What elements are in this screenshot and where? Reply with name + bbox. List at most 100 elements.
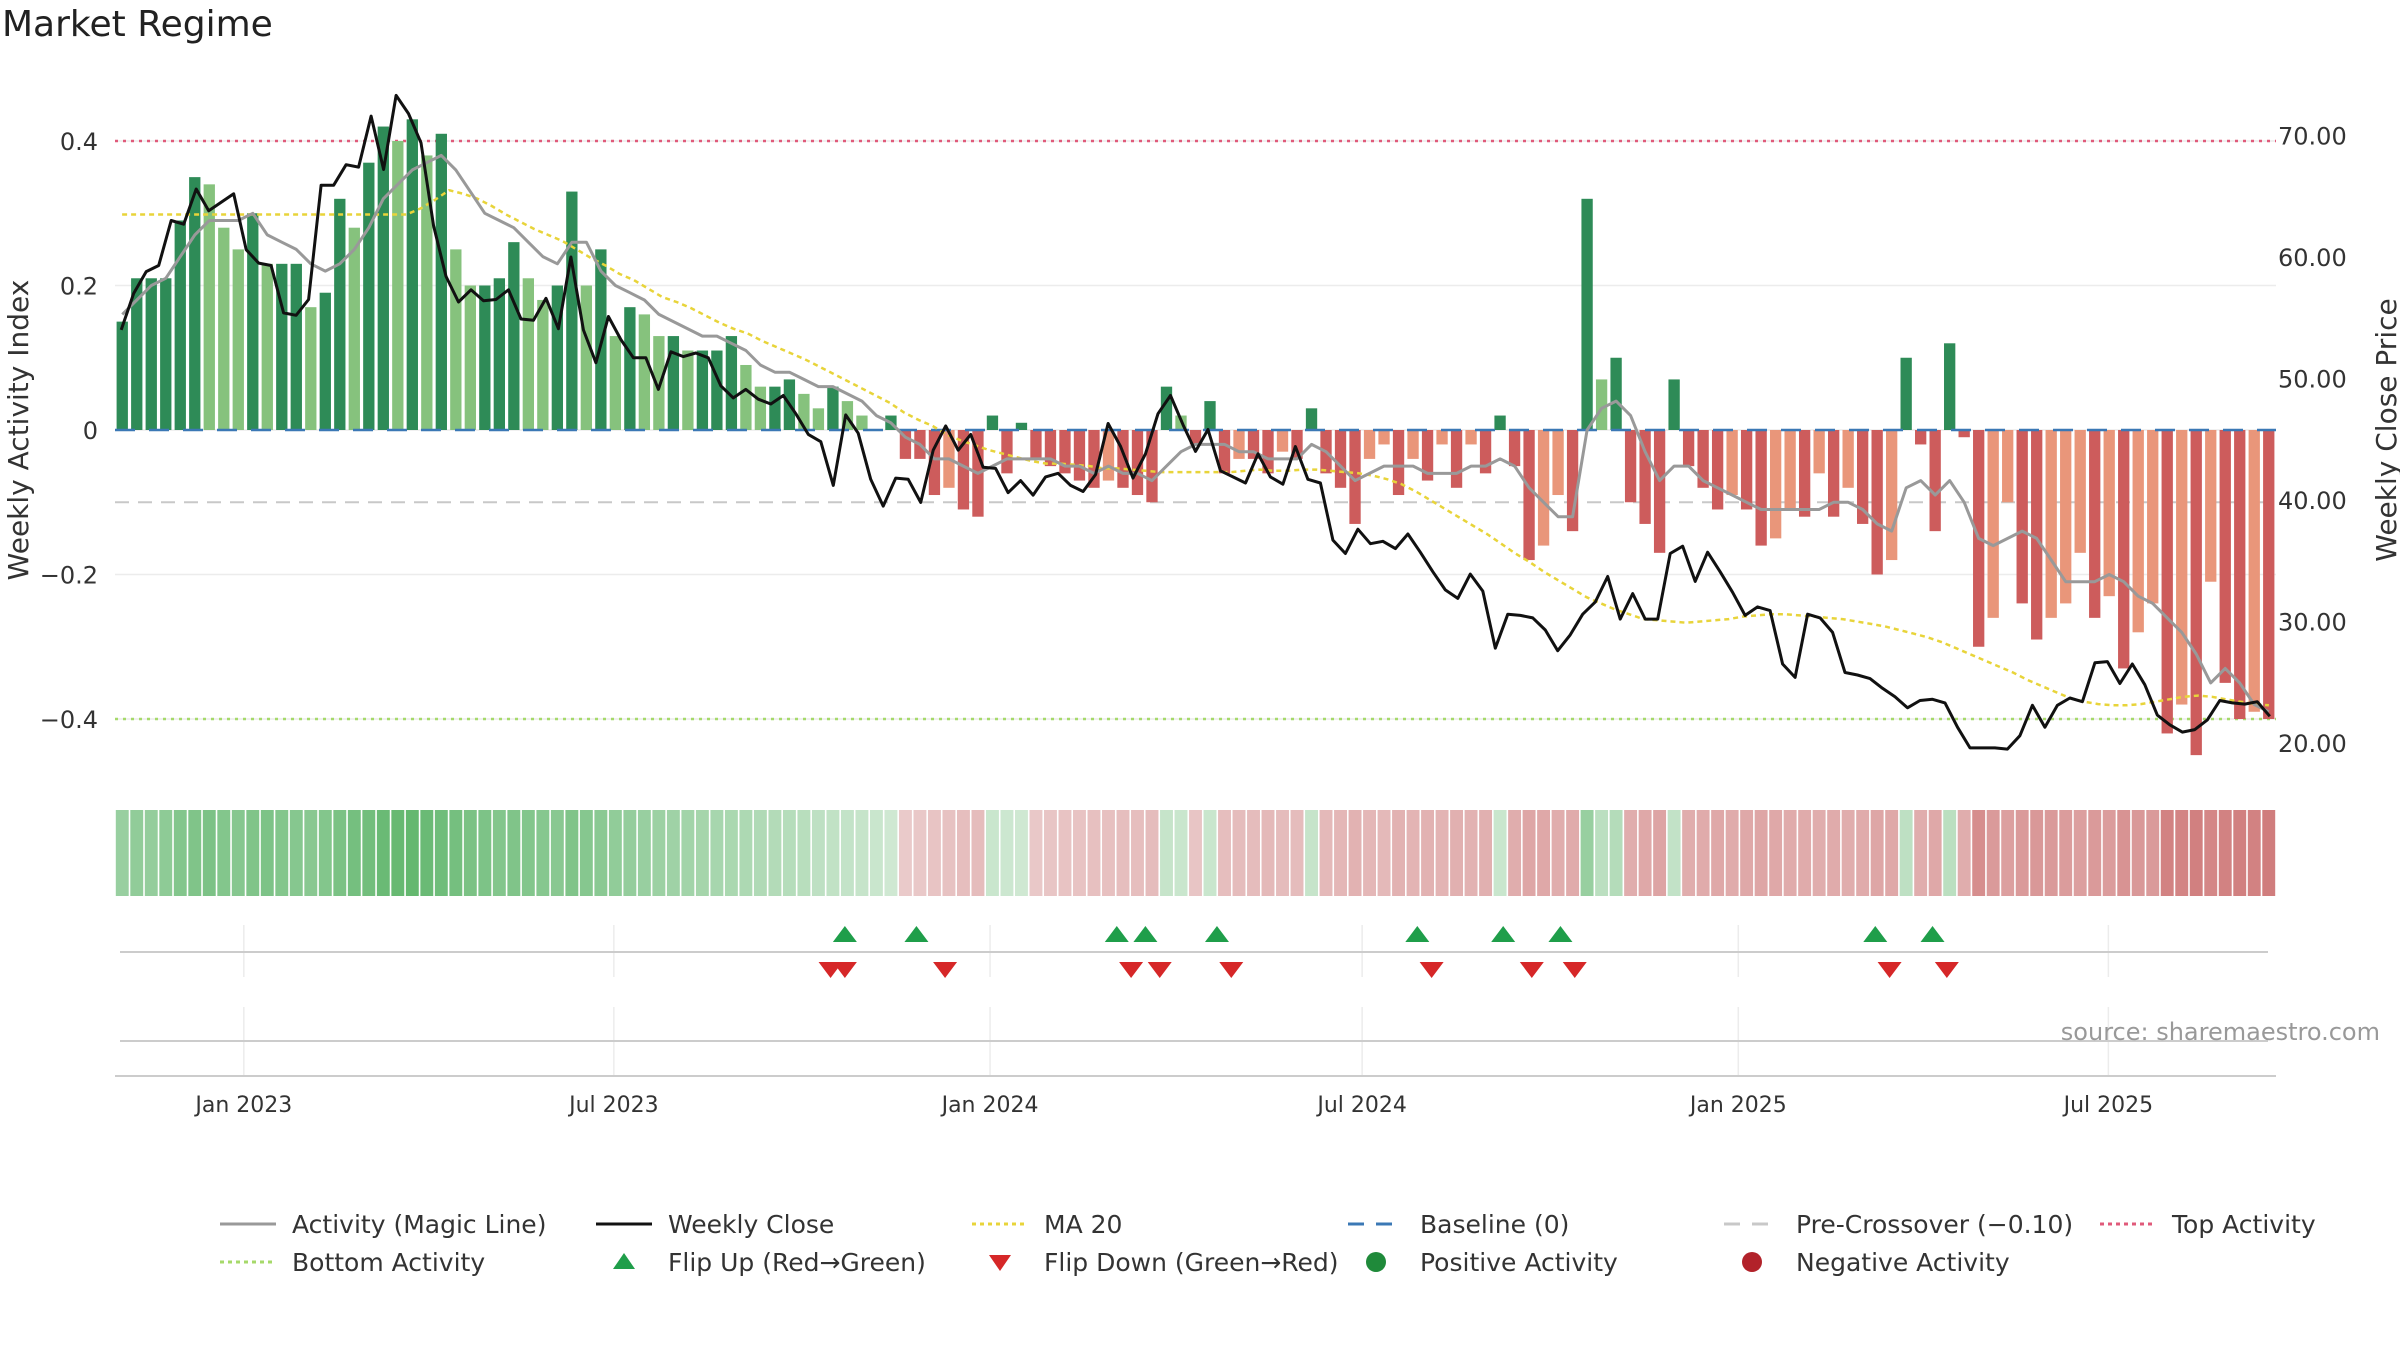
legend-triangle-icon [970, 1244, 1030, 1280]
regime-strip-cell [579, 810, 593, 896]
regime-strip-cell [2189, 810, 2203, 896]
regime-strip-cell [420, 810, 434, 896]
regime-strip-cell [1754, 810, 1768, 896]
regime-strip-cell [2233, 810, 2247, 896]
activity-bar [1378, 430, 1390, 445]
regime-strip-cell [289, 810, 303, 896]
regime-strip-cell [1174, 810, 1188, 896]
regime-strip-cell [1522, 810, 1536, 896]
activity-bar [1798, 430, 1811, 517]
regime-strip-cell [1899, 810, 1913, 896]
activity-bar [1334, 430, 1347, 488]
regime-strip-cell [144, 810, 158, 896]
activity-bar [812, 408, 825, 430]
regime-strip-cell [347, 810, 361, 896]
x-tick-label: Jul 2023 [567, 1093, 659, 1118]
activity-bar [1247, 430, 1260, 459]
right-tick-label: 50.00 [2278, 366, 2347, 394]
regime-strip-cell [1160, 810, 1173, 896]
activity-bar [1436, 430, 1448, 445]
regime-strip-cell [1348, 810, 1362, 896]
activity-bar [2031, 430, 2043, 640]
regime-strip-cell [275, 810, 289, 896]
regime-strip-cell [1102, 810, 1115, 896]
regime-strip-cell [1885, 810, 1899, 896]
legend-dot-icon [1346, 1244, 1406, 1280]
regime-strip-cell [1957, 810, 1971, 896]
activity-bar [551, 285, 564, 430]
regime-strip-cell [202, 810, 216, 896]
regime-strip-cell [1682, 810, 1696, 896]
legend-item: MA 20 [970, 1206, 1122, 1242]
legend-item: Bottom Activity [218, 1244, 485, 1280]
regime-strip-cell [956, 810, 970, 896]
flip-down-marker [1519, 962, 1544, 978]
regime-strip-cell [1044, 810, 1057, 896]
flip-down-marker [1119, 962, 1144, 978]
regime-strip-cell [1015, 810, 1028, 896]
regime-strip-cell [434, 810, 448, 896]
activity-bar [1233, 430, 1245, 459]
regime-strip-cell [637, 810, 651, 896]
activity-bar [435, 133, 447, 430]
regime-strip-cell [1972, 810, 1986, 896]
activity-bar [1030, 430, 1042, 459]
legend-item: Top Activity [2098, 1206, 2316, 1242]
flip-up-marker [1133, 926, 1158, 942]
regime-strip-cell [898, 810, 912, 896]
regime-strip-cell [565, 810, 579, 896]
legend: Activity (Magic Line) Weekly Close MA 20 Ba… [218, 1206, 2338, 1296]
activity-bar [566, 191, 578, 430]
activity-bar [1218, 430, 1231, 474]
legend-label: Negative Activity [1796, 1247, 2010, 1277]
regime-strip-cell [260, 810, 274, 896]
regime-strip-cell [884, 810, 898, 896]
regime-strip-cell [2175, 810, 2189, 896]
legend-label: Bottom Activity [292, 1247, 486, 1277]
legend-label: Weekly Close [668, 1209, 835, 1239]
legend-label: Flip Down (Green→Red) [1044, 1247, 1339, 1277]
regime-strip-cell [739, 810, 753, 896]
left-tick-label: −0.4 [40, 706, 98, 734]
activity-bar [725, 336, 738, 430]
activity-bar [421, 155, 433, 430]
activity-bar [479, 285, 491, 430]
regime-strip-cell [1319, 810, 1333, 896]
regime-strip-cell [1624, 810, 1638, 896]
activity-bar [522, 278, 535, 430]
flip-up-marker [1491, 926, 1516, 942]
regime-strip-cell [594, 810, 608, 896]
activity-bar [1842, 430, 1854, 488]
regime-strip-cell [1580, 810, 1594, 896]
flip-down-marker [1219, 962, 1244, 978]
activity-bar [131, 278, 143, 430]
right-tick-label: 70.00 [2278, 123, 2347, 151]
regime-strip-cell [507, 810, 521, 896]
activity-bar [2161, 430, 2173, 734]
regime-strip-cell [304, 810, 318, 896]
regime-strip-cell [1827, 810, 1841, 896]
regime-strip-cell [478, 810, 492, 896]
regime-strip-cell [1493, 810, 1507, 896]
activity-bar [2219, 430, 2231, 683]
regime-strip-cell [724, 810, 738, 896]
activity-bar [1566, 430, 1579, 532]
activity-bar [348, 227, 360, 430]
activity-bar [261, 263, 273, 430]
regime-strip-cell [1189, 810, 1202, 896]
activity-bar [160, 278, 172, 430]
activity-bar [928, 430, 941, 496]
activity-bar [856, 415, 868, 430]
regime-strip-cell [1986, 810, 2000, 896]
regime-strip-cell [782, 810, 796, 896]
regime-strip-cell [1537, 810, 1551, 896]
left-tick-label: 0.4 [60, 128, 98, 156]
activity-bar [769, 386, 781, 430]
regime-strip-cell [1508, 810, 1522, 896]
activity-bar [2234, 430, 2246, 719]
activity-bar [189, 177, 201, 430]
activity-bar [1305, 408, 1318, 430]
activity-bar [1624, 430, 1637, 503]
activity-bar [1421, 430, 1434, 481]
legend-item: Flip Up (Red→Green) [594, 1244, 926, 1280]
